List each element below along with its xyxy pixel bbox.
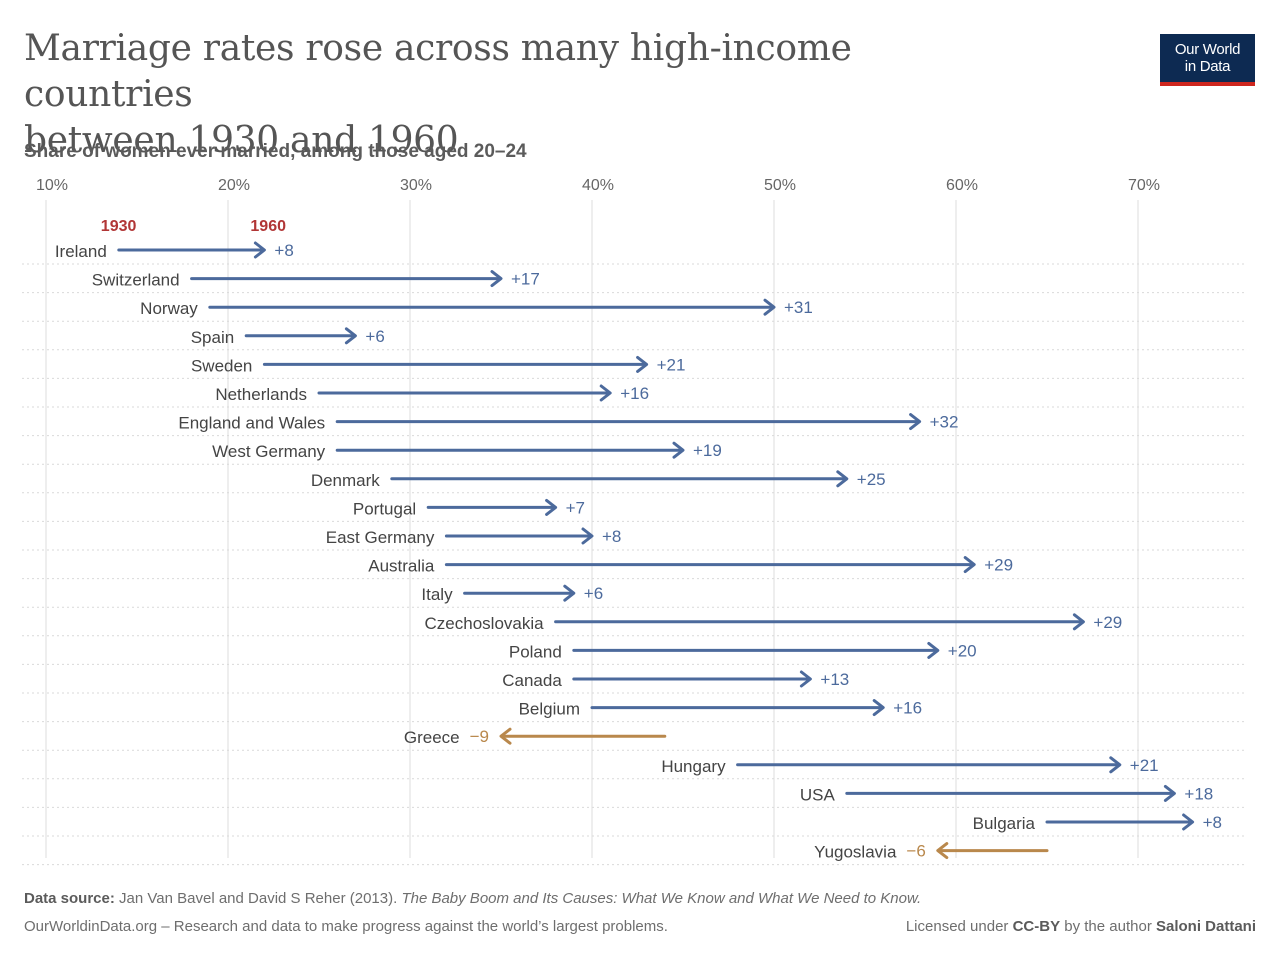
x-tick-label: 70% [1128, 177, 1160, 194]
arrow-head [672, 441, 685, 459]
country-label: Italy [421, 585, 453, 604]
change-label: +8 [1203, 813, 1222, 832]
start-year-label: 1930 [101, 218, 137, 235]
logo-line-1: Our World [1174, 41, 1241, 58]
country-label: Poland [509, 642, 562, 661]
x-tick-label: 30% [400, 177, 432, 194]
arrow-head [799, 670, 812, 688]
country-label: Belgium [519, 700, 580, 719]
change-label: +6 [584, 584, 603, 603]
arrow-head [1182, 813, 1195, 831]
arrow-head [927, 641, 940, 659]
x-tick-label: 60% [946, 177, 978, 194]
title-line-2: between 1930 and 1960 [24, 120, 459, 161]
country-label: Canada [502, 671, 562, 690]
x-tick-label: 40% [582, 177, 614, 194]
country-label: Spain [191, 328, 234, 347]
country-label: Ireland [55, 242, 107, 261]
change-label: +6 [365, 327, 384, 346]
arrow-head [636, 355, 649, 373]
our-world-in-data-logo[interactable]: Our World in Data [1160, 34, 1255, 86]
end-year-label: 1960 [250, 218, 286, 235]
change-label: +20 [948, 641, 977, 660]
country-label: West Germany [212, 442, 326, 461]
country-label: USA [800, 785, 836, 804]
arrow-head [253, 241, 266, 259]
data-source-line: Data source: Jan Van Bavel and David S R… [24, 890, 921, 907]
change-label: +31 [784, 298, 813, 317]
x-tick-label: 50% [764, 177, 796, 194]
change-label: +7 [566, 498, 585, 517]
change-label: +29 [1093, 613, 1122, 632]
country-label: Czechoslovakia [425, 614, 545, 633]
arrow-head [499, 727, 512, 745]
arrow-head [1163, 784, 1176, 802]
data-source-text: Jan Van Bavel and David S Reher (2013). [119, 890, 398, 907]
data-source-label: Data source: [24, 890, 115, 907]
chart-subtitle: Share of women ever married, among those… [24, 141, 527, 162]
change-label: −9 [470, 727, 489, 746]
arrow-head [872, 699, 885, 717]
title-line-1: Marriage rates rose across many high-inc… [24, 28, 852, 115]
country-label: Denmark [311, 471, 380, 490]
change-label: +18 [1184, 784, 1213, 803]
country-label: Portugal [353, 499, 416, 518]
country-label: Bulgaria [973, 814, 1036, 833]
change-label: +25 [857, 470, 886, 489]
change-label: +17 [511, 270, 540, 289]
country-label: Hungary [661, 757, 726, 776]
arrow-head [545, 498, 558, 516]
country-label: Yugoslavia [814, 843, 897, 862]
change-label: +21 [1130, 756, 1159, 775]
arrow-head [344, 327, 357, 345]
change-label: +8 [274, 241, 293, 260]
data-source-title: The Baby Boom and Its Causes: What We Kn… [401, 890, 922, 907]
arrow-head [1109, 756, 1122, 774]
arrow-head [563, 584, 576, 602]
change-label: +16 [893, 699, 922, 718]
change-label: −6 [906, 842, 925, 861]
change-label: +32 [930, 413, 959, 432]
license-middle: by the author [1064, 918, 1152, 935]
logo-accent-bar [1160, 82, 1255, 86]
country-label: England and Wales [178, 414, 325, 433]
country-label: Netherlands [215, 385, 307, 404]
logo-line-2: in Data [1184, 58, 1231, 75]
country-label: Australia [368, 557, 435, 576]
change-label: +8 [602, 527, 621, 546]
license-name[interactable]: CC-BY [1012, 918, 1061, 935]
arrow-head [963, 556, 976, 574]
change-label: +21 [657, 355, 686, 374]
author-name: Saloni Dattani [1155, 918, 1256, 935]
country-label: Switzerland [92, 271, 180, 290]
site-line: OurWorldinData.org – Research and data t… [24, 918, 668, 935]
arrow-head [909, 413, 922, 431]
country-label: Sweden [191, 356, 252, 375]
arrow-chart: 10% 20% 30% 40% 50% 60% 70% 1930 1960 Ireland +8 Sw… [22, 177, 1244, 866]
arrow-head [763, 298, 776, 316]
country-label: Norway [140, 299, 198, 318]
country-label: Greece [404, 728, 460, 747]
change-label: +29 [984, 556, 1013, 575]
country-label: East Germany [326, 528, 435, 547]
license-prefix: Licensed under [905, 918, 1009, 935]
change-label: +19 [693, 441, 722, 460]
change-label: +13 [820, 670, 849, 689]
arrow-head [490, 270, 503, 288]
arrow-head [836, 470, 849, 488]
x-tick-label: 20% [218, 177, 250, 194]
page-title: Marriage rates rose across many high-inc… [24, 26, 1024, 164]
site-text[interactable]: OurWorldinData.org – Research and data t… [24, 918, 668, 935]
arrow-head [581, 527, 594, 545]
change-label: +16 [620, 384, 649, 403]
license-line: Licensed under CC-BY by the author Salon… [906, 918, 1256, 935]
arrow-head [936, 842, 949, 860]
x-tick-label: 10% [36, 177, 68, 194]
arrow-head [1072, 613, 1085, 631]
arrow-head [599, 384, 612, 402]
